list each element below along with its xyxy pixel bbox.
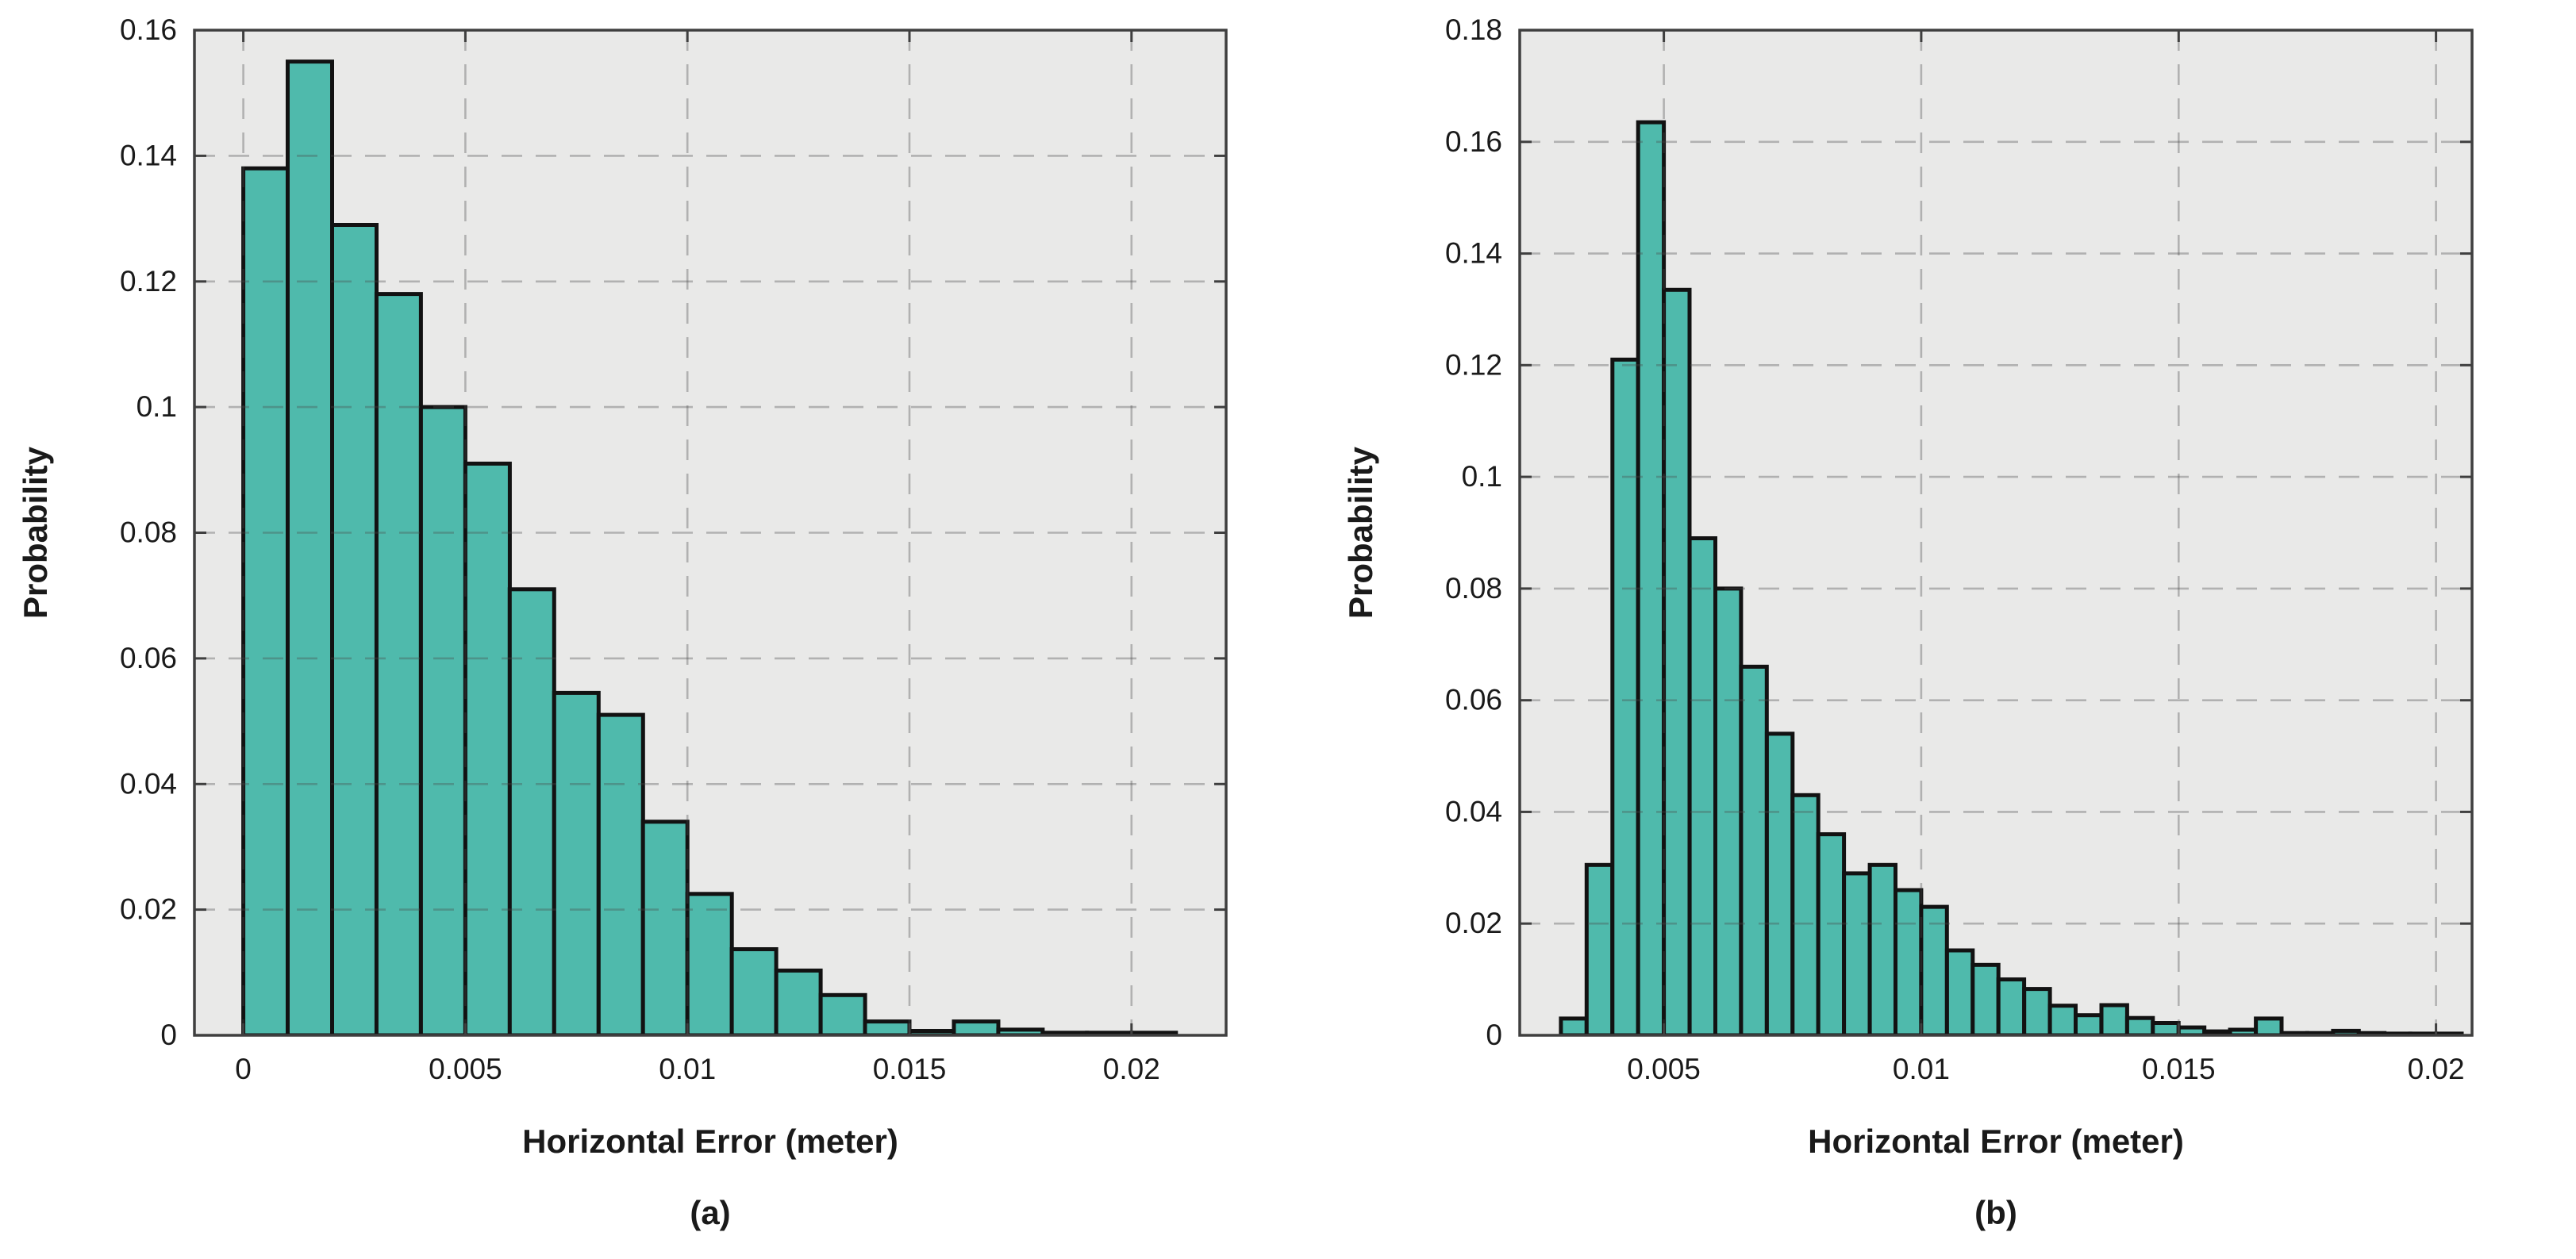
histogram-bar <box>241 166 290 1035</box>
y-tick-label: 0.06 <box>120 642 177 674</box>
x-tick-label: 0.015 <box>873 1053 947 1085</box>
y-tick-label: 0.04 <box>120 767 177 800</box>
histogram-bar <box>463 461 512 1035</box>
x-tick-label: 0.02 <box>1103 1053 1160 1085</box>
x-tick-label: 0 <box>235 1053 252 1085</box>
histogram-bar <box>774 968 823 1035</box>
histogram-bar <box>2022 987 2052 1035</box>
histogram-bar <box>1996 977 2027 1035</box>
x-axis-label: Horizontal Error (meter) <box>1808 1123 2184 1160</box>
histogram-bar <box>952 1019 1001 1035</box>
subplot-caption: (a) <box>690 1194 730 1231</box>
histogram-bar <box>1636 120 1667 1035</box>
axes-frame <box>1518 29 2474 1037</box>
histogram-bar <box>1944 948 1975 1035</box>
y-tick-label: 0.14 <box>1445 237 1502 270</box>
y-tick-label: 0.1 <box>1462 460 1502 493</box>
histogram-bar <box>552 690 601 1035</box>
x-tick-label: 0.005 <box>1627 1053 1701 1085</box>
x-tick-label: 0.01 <box>1893 1053 1950 1085</box>
histogram-bar <box>2124 1015 2155 1035</box>
histogram-bar <box>1739 664 1769 1035</box>
histogram-bar <box>1894 888 1924 1035</box>
x-tick-label: 0.005 <box>429 1053 502 1085</box>
y-tick-label: 0.06 <box>1445 684 1502 716</box>
histogram-bar <box>1559 1016 1589 1035</box>
y-tick-label: 0.02 <box>120 893 177 926</box>
gridlines <box>1520 30 2472 1035</box>
histogram-bar <box>2047 1004 2078 1035</box>
y-tick-label: 0.18 <box>1445 13 1502 46</box>
histogram-bar <box>685 892 734 1035</box>
histogram-bar <box>1584 862 1615 1035</box>
y-tick-label: 0 <box>1486 1019 1502 1051</box>
x-tick-label: 0.01 <box>659 1053 716 1085</box>
histogram-bars <box>241 59 1178 1035</box>
y-axis-label: Probability <box>1342 446 1379 619</box>
histogram-bars <box>1559 120 2464 1035</box>
histogram-bar <box>596 712 645 1035</box>
histogram-bar <box>1919 904 1949 1035</box>
histogram-chart-a: 0 0.02 0.04 0.06 0.08 0.1 0.12 0.14 0.16 0 0.005 0.… <box>17 13 1228 1231</box>
histogram-bar <box>729 947 779 1035</box>
histogram-bar <box>330 223 379 1035</box>
y-tick-label: 0.08 <box>1445 572 1502 605</box>
histogram-bar <box>863 1019 912 1035</box>
histogram-bar <box>1764 731 1795 1035</box>
histogram-bar <box>1867 862 1897 1035</box>
histogram-bar <box>2151 1021 2181 1035</box>
histogram-bar <box>2099 1003 2129 1035</box>
histogram-bar <box>1970 962 2001 1035</box>
subplot-caption: (b) <box>1974 1194 2017 1231</box>
histogram-bar <box>1816 832 1847 1035</box>
y-tick-label: 0.02 <box>1445 907 1502 939</box>
histogram-bar <box>1842 871 1872 1035</box>
histogram-bar <box>418 405 467 1035</box>
histogram-chart-b: 0 0.02 0.04 0.06 0.08 0.1 0.12 0.14 0.16 0.18 0.00… <box>1342 13 2474 1231</box>
histogram-bar <box>286 59 334 1035</box>
y-tick-label: 0.14 <box>120 139 177 171</box>
histogram-bar <box>2074 1013 2104 1035</box>
histogram-bar <box>2254 1016 2284 1035</box>
histogram-bar <box>640 820 690 1035</box>
x-axis-label: Horizontal Error (meter) <box>522 1123 898 1160</box>
histogram-bar <box>1662 287 1692 1035</box>
x-tick-label: 0.02 <box>2408 1053 2465 1085</box>
y-tick-label: 0.16 <box>1445 125 1502 158</box>
y-tick-label: 0.16 <box>120 13 177 46</box>
x-tick-label: 0.015 <box>2142 1053 2216 1085</box>
y-tick-label: 0.04 <box>1445 795 1502 827</box>
axes-frame <box>193 29 1228 1037</box>
y-tick-label: 0.12 <box>120 265 177 297</box>
y-tick-label: 0.08 <box>120 516 177 549</box>
gridlines <box>194 30 1226 1035</box>
histogram-bar <box>1687 536 1718 1035</box>
y-tick-label: 0 <box>160 1019 177 1051</box>
histogram-bar <box>1610 357 1640 1035</box>
histogram-bar <box>818 992 867 1035</box>
histogram-bar <box>1790 793 1821 1035</box>
histogram-bar <box>374 292 423 1035</box>
y-tick-label: 0.1 <box>136 390 177 423</box>
y-tick-label: 0.12 <box>1445 348 1502 381</box>
histogram-bar <box>507 587 556 1035</box>
y-axis-label: Probability <box>17 446 54 619</box>
